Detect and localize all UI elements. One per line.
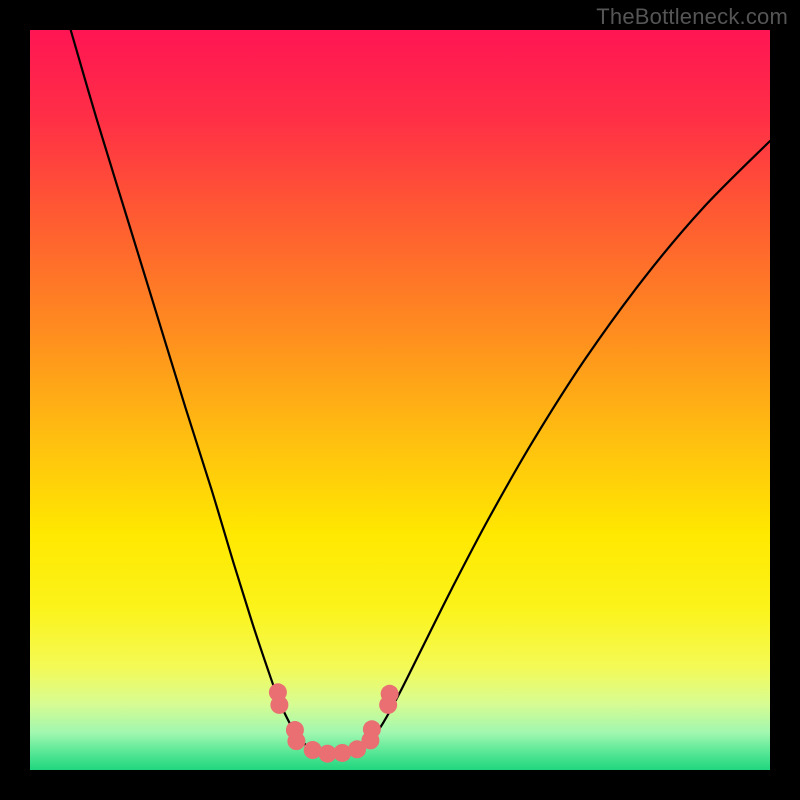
- curve-marker: [270, 696, 288, 714]
- curve-marker: [287, 732, 305, 750]
- plot-background: [30, 30, 770, 770]
- bottleneck-chart: [0, 0, 800, 800]
- curve-marker: [363, 720, 381, 738]
- chart-container: TheBottleneck.com: [0, 0, 800, 800]
- curve-marker: [381, 685, 399, 703]
